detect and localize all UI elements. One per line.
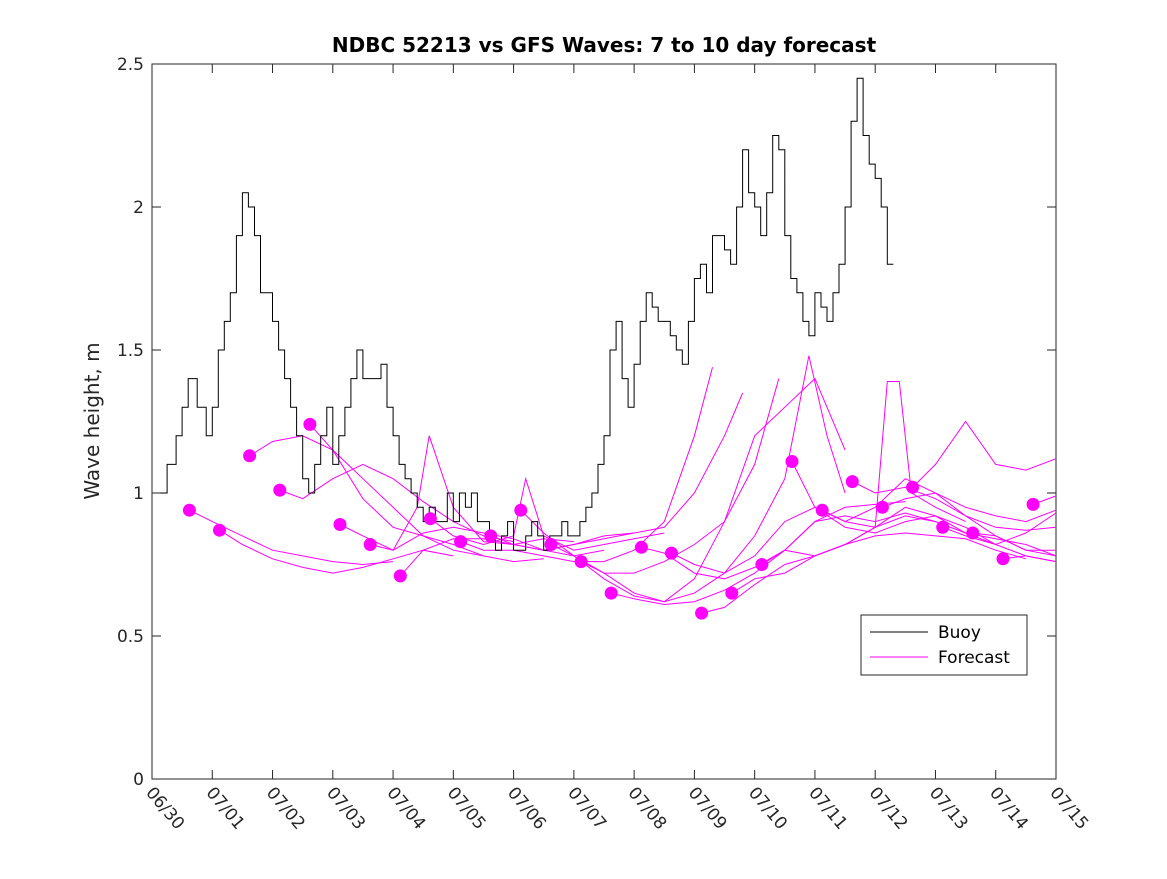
x-tick-label: 07/15: [1045, 783, 1092, 833]
legend-box: [860, 614, 1028, 676]
forecast-marker: [906, 480, 920, 494]
forecast-marker: [815, 503, 829, 517]
forecast-line-0: [189, 509, 394, 566]
y-tick-labels: 0 0.5 1 1.5 2 2.5: [117, 55, 144, 790]
x-tick-label: 07/03: [322, 783, 369, 833]
forecast-line-1: [219, 529, 454, 574]
forecast-marker: [665, 546, 678, 560]
forecast-marker: [785, 455, 799, 468]
axis-ticks: [151, 63, 1057, 780]
forecast-markers: [182, 417, 1040, 620]
forecast-series: [189, 355, 1057, 614]
buoy-series: [159, 77, 894, 551]
forecast-marker: [393, 569, 407, 583]
forecast-line-24: [912, 420, 1057, 488]
forecast-marker: [875, 500, 889, 514]
x-tick-label: 07/12: [865, 783, 912, 833]
x-tick-labels: 06/30 07/01 07/02 07/03 07/04 07/05 07/06 07/07…: [141, 783, 1092, 833]
forecast-marker: [363, 538, 377, 551]
forecast-line-4: [309, 424, 544, 563]
y-tick-label: 2.5: [117, 55, 144, 75]
forecast-line-11: [520, 378, 780, 574]
x-tick-label: 07/14: [985, 783, 1032, 833]
legend: Buoy Forecast: [860, 614, 1028, 676]
x-tick-label: 07/01: [202, 783, 249, 833]
forecast-line-26: [972, 532, 1056, 551]
x-tick-label: 07/02: [262, 783, 309, 833]
legend-buoy-label: Buoy: [938, 623, 981, 643]
buoy-line: [159, 77, 894, 551]
forecast-marker: [936, 520, 950, 534]
x-tick-label: 07/09: [684, 783, 731, 833]
forecast-marker: [303, 417, 317, 431]
x-tick-label: 07/10: [744, 783, 791, 833]
forecast-marker: [725, 586, 739, 600]
y-axis-label: Wave height, m: [80, 342, 104, 499]
forecast-line-27: [1002, 555, 1057, 563]
forecast-line-2: [249, 435, 484, 557]
forecast-line-14: [611, 501, 906, 606]
forecast-marker: [423, 512, 437, 526]
chart-title: NDBC 52213 vs GFS Waves: 7 to 10 day for…: [332, 33, 877, 57]
forecast-marker: [273, 483, 287, 497]
forecast-marker: [243, 449, 257, 463]
y-tick-label: 1: [133, 484, 144, 504]
forecast-line-10: [490, 392, 744, 551]
legend-forecast-label: Forecast: [938, 648, 1010, 668]
x-tick-label: 06/30: [141, 783, 188, 833]
forecast-line-12: [550, 377, 846, 603]
forecast-marker: [996, 552, 1010, 566]
forecast-line-18: [731, 532, 1027, 594]
x-tick-label: 07/08: [624, 783, 671, 833]
x-tick-label: 07/06: [503, 783, 550, 833]
forecast-marker: [333, 518, 347, 531]
forecast-marker: [484, 529, 498, 543]
forecast-line-6: [370, 526, 605, 557]
forecast-marker: [574, 555, 588, 569]
forecast-marker: [845, 475, 859, 489]
forecast-marker: [514, 503, 528, 517]
x-tick-label: 07/07: [563, 783, 610, 833]
forecast-line-25: [942, 512, 1057, 546]
forecast-marker: [634, 540, 648, 554]
x-tick-label: 07/05: [443, 783, 490, 833]
forecast-marker: [544, 538, 558, 551]
y-tick-label: 1.5: [117, 341, 144, 361]
forecast-marker: [966, 526, 980, 540]
y-tick-label: 2: [133, 198, 144, 218]
y-tick-label: 0.5: [117, 627, 144, 647]
forecast-marker: [213, 523, 226, 537]
forecast-line-20: [791, 461, 1057, 563]
y-tick-label: 0: [133, 770, 144, 790]
forecast-line-23: [882, 492, 1057, 523]
forecast-marker: [695, 606, 709, 620]
forecast-line-8: [430, 476, 665, 551]
x-tick-label: 07/11: [804, 783, 851, 833]
forecast-marker: [1026, 497, 1040, 511]
forecast-line-22: [852, 481, 1057, 531]
forecast-marker: [182, 503, 196, 517]
forecast-marker: [604, 586, 618, 600]
forecast-marker: [454, 535, 468, 549]
x-tick-label: 07/04: [382, 783, 429, 833]
x-tick-label: 07/13: [925, 783, 972, 833]
forecast-line-5: [339, 435, 574, 551]
forecast-marker: [755, 558, 769, 571]
